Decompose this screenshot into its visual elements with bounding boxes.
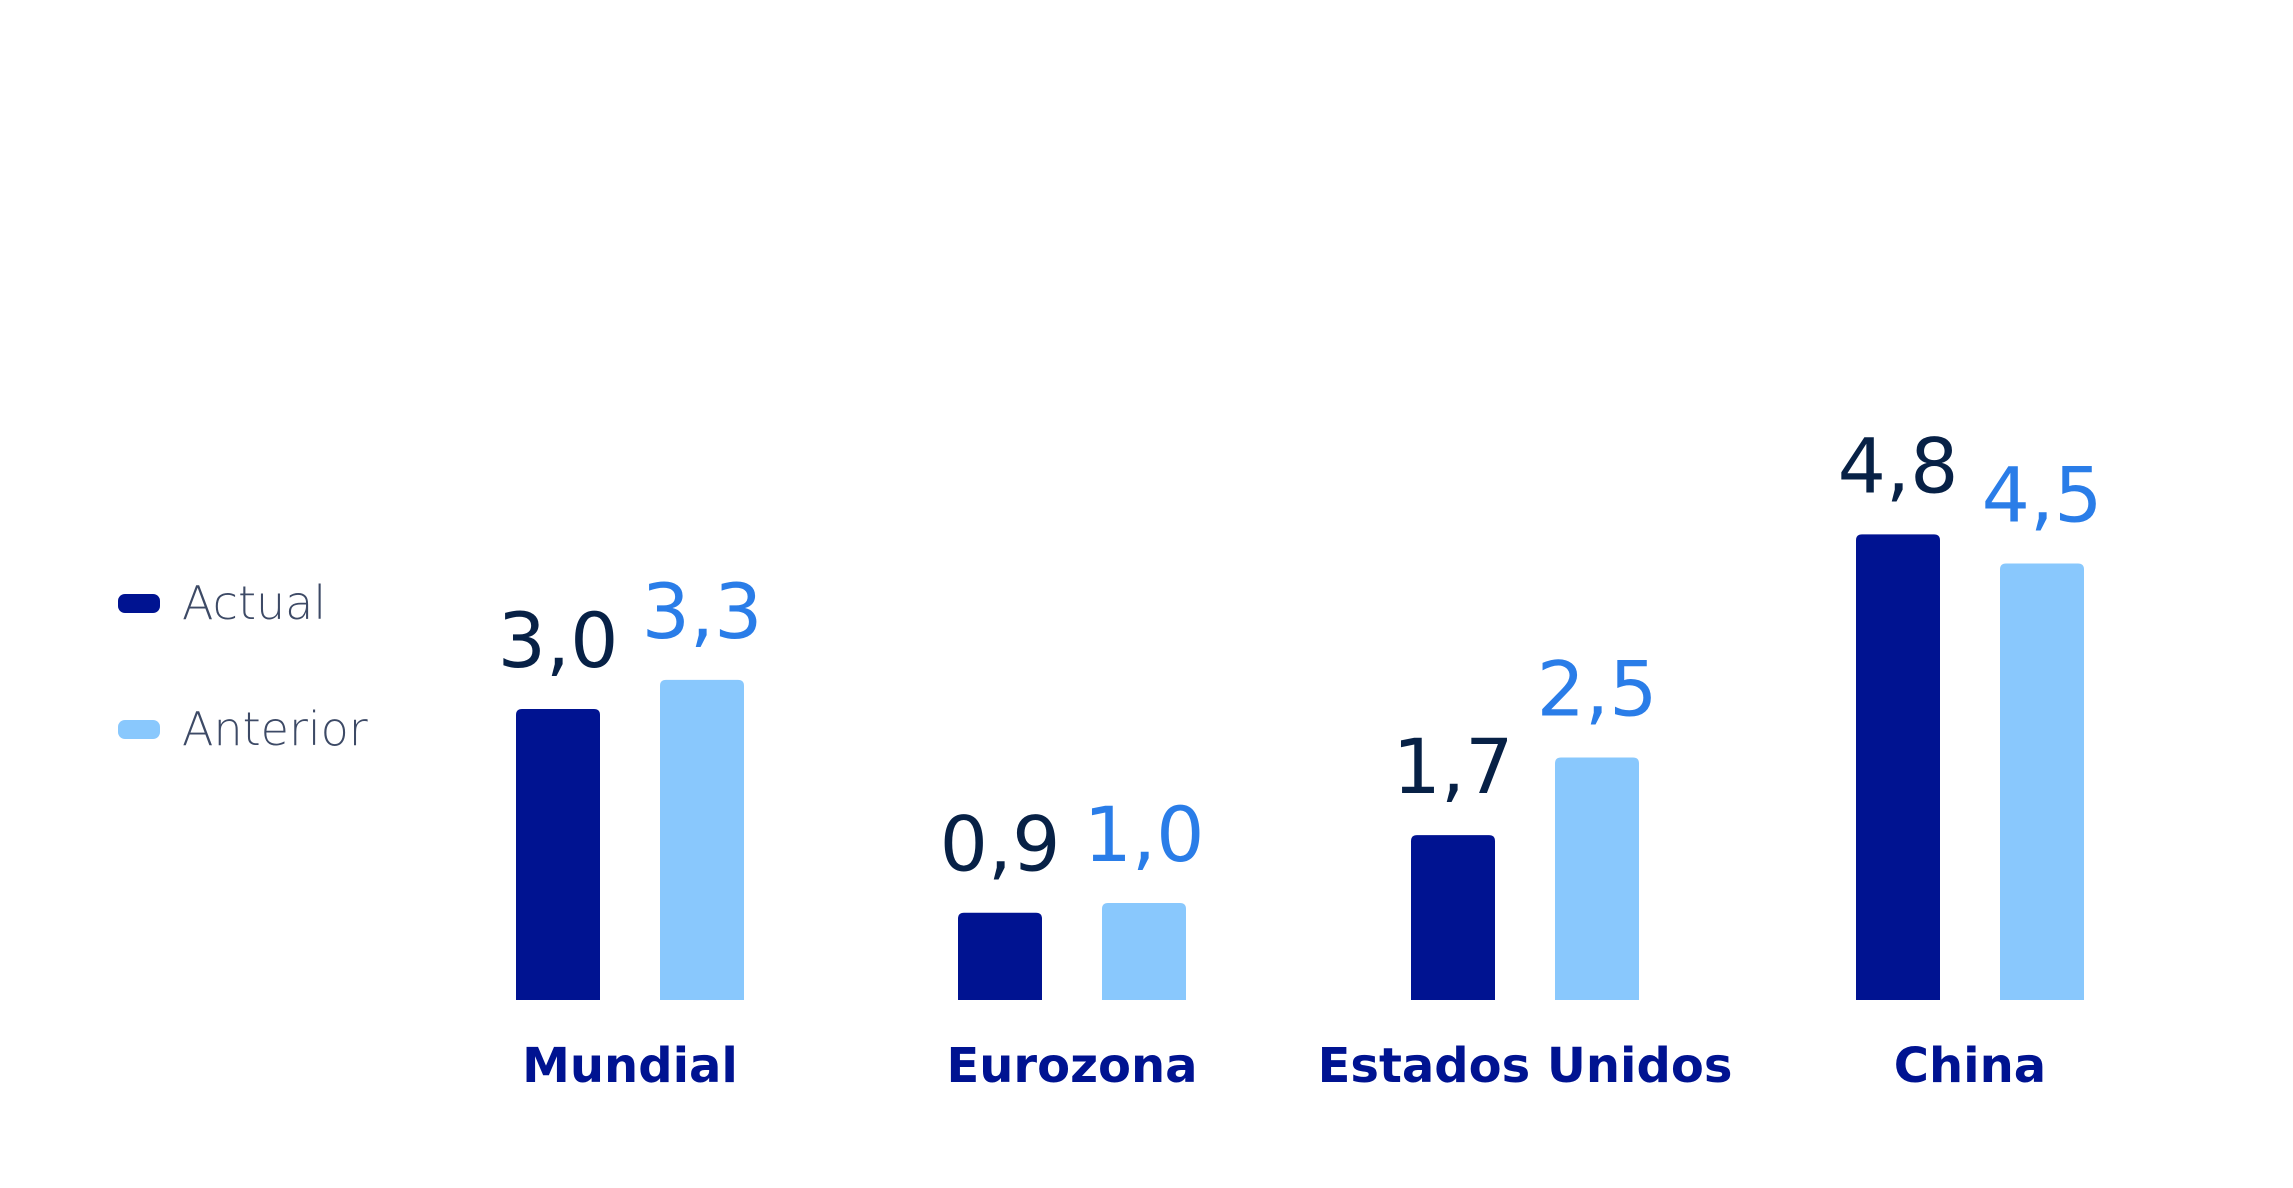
legend-label-actual: Actual — [182, 576, 327, 630]
bar-actual-china — [1856, 534, 1940, 1000]
legend-swatch-actual — [118, 593, 160, 613]
category-label-mundial: Mundial — [522, 1038, 738, 1094]
bar-anterior-mundial — [660, 679, 744, 1000]
legend-item-actual: Actual — [118, 575, 368, 631]
value-labels-layer: 3,0 3,3 0,9 1,0 1,7 2,5 4,8 4,5 — [498, 421, 2103, 888]
bar-value-actual-china: 4,8 — [1838, 421, 1959, 510]
bars-layer — [516, 534, 2084, 1000]
bar-actual-estados-unidos — [1411, 835, 1495, 1000]
category-labels-layer: Mundial Eurozona Estados Unidos China — [522, 1038, 2046, 1094]
bar-value-anterior-eurozona: 1,0 — [1084, 790, 1205, 879]
legend-label-anterior: Anterior — [182, 702, 368, 756]
bar-anterior-estados-unidos — [1555, 757, 1639, 1000]
category-label-china: China — [1894, 1038, 2046, 1094]
bar-actual-mundial — [516, 709, 600, 1000]
legend: Actual Anterior — [118, 575, 368, 757]
category-label-eurozona: Eurozona — [946, 1038, 1197, 1094]
bar-value-actual-estados-unidos: 1,7 — [1393, 722, 1514, 811]
bar-anterior-eurozona — [1102, 903, 1186, 1000]
bar-value-actual-mundial: 3,0 — [498, 596, 619, 685]
bar-value-anterior-mundial: 3,3 — [642, 567, 763, 656]
bar-value-anterior-china: 4,5 — [1982, 451, 2103, 540]
legend-swatch-anterior — [118, 719, 160, 739]
bar-anterior-china — [2000, 563, 2084, 1000]
bar-value-anterior-estados-unidos: 2,5 — [1537, 645, 1658, 734]
bar-actual-eurozona — [958, 912, 1042, 1000]
legend-item-anterior: Anterior — [118, 701, 368, 757]
bar-value-actual-eurozona: 0,9 — [940, 800, 1061, 889]
category-label-estados-unidos: Estados Unidos — [1318, 1038, 1733, 1094]
